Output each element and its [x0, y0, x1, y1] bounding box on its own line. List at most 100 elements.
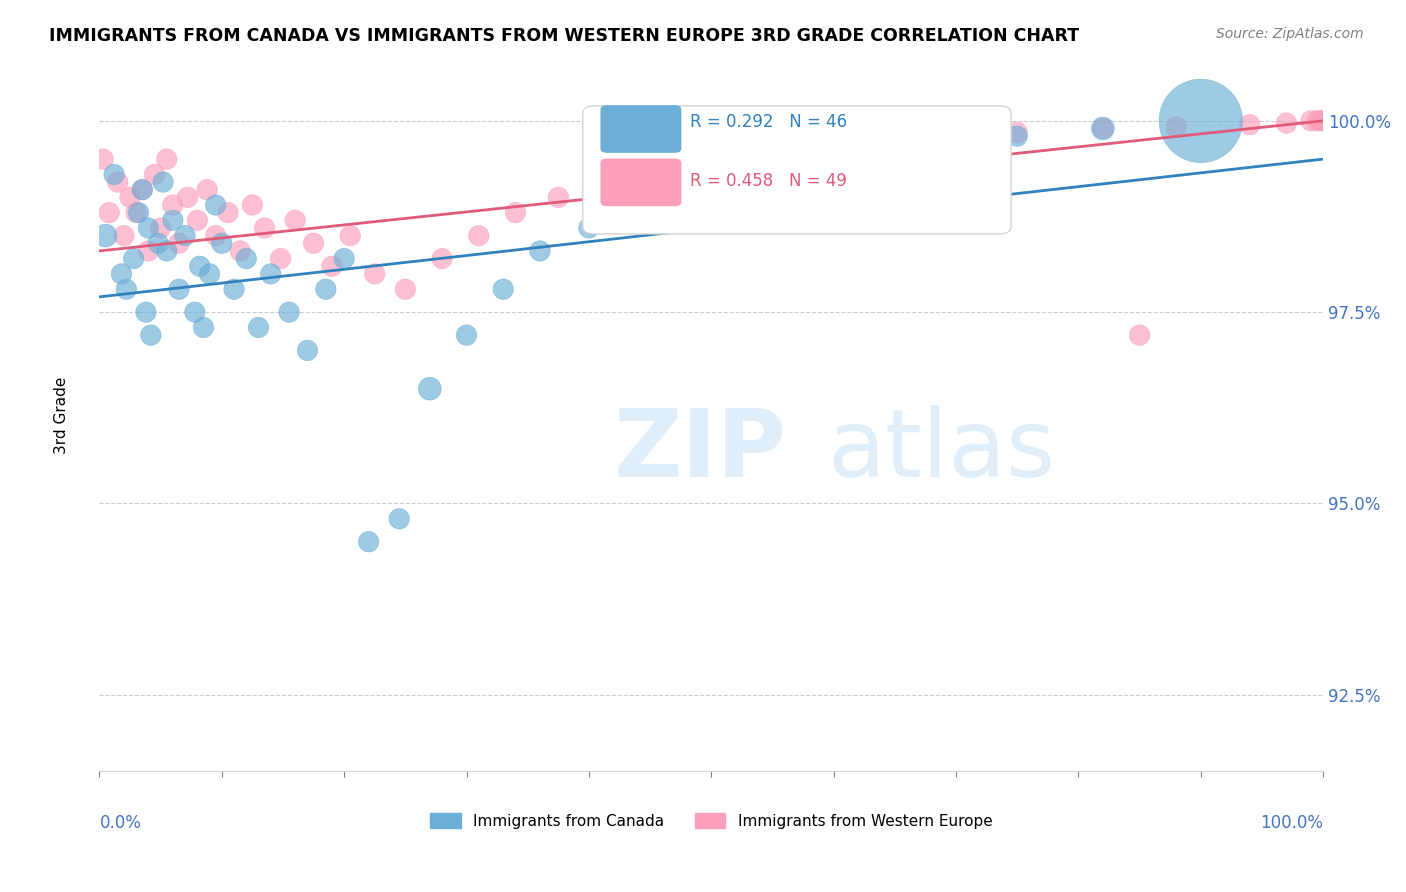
Point: [932, 129, 955, 144]
FancyBboxPatch shape: [602, 106, 681, 153]
Point: [799, 145, 821, 159]
Point: [152, 175, 174, 189]
Point: [107, 175, 129, 189]
Point: [394, 282, 416, 296]
Point: [253, 221, 276, 235]
Point: [211, 236, 233, 251]
Point: [357, 534, 380, 549]
Point: [700, 183, 723, 197]
Point: [945, 136, 967, 151]
Point: [112, 228, 135, 243]
Point: [321, 259, 343, 273]
Point: [193, 320, 215, 334]
Point: [204, 228, 226, 243]
Text: R = 0.458   N = 49: R = 0.458 N = 49: [690, 171, 848, 190]
Point: [229, 244, 252, 258]
Point: [242, 198, 264, 212]
Point: [188, 259, 211, 273]
Point: [94, 228, 117, 243]
Point: [1091, 121, 1114, 136]
Point: [688, 160, 710, 174]
Point: [174, 228, 197, 243]
Text: 0.0%: 0.0%: [100, 814, 141, 832]
Point: [638, 168, 661, 182]
Point: [1239, 118, 1261, 132]
Point: [122, 252, 145, 266]
Point: [823, 152, 845, 166]
Point: [468, 228, 491, 243]
Point: [737, 152, 759, 166]
Point: [315, 282, 337, 296]
Point: [638, 198, 661, 212]
Point: [149, 221, 172, 235]
Point: [143, 168, 166, 182]
Point: [131, 183, 153, 197]
Point: [198, 267, 221, 281]
Point: [110, 267, 132, 281]
Point: [184, 305, 207, 319]
Point: [1005, 129, 1028, 144]
Point: [1005, 125, 1028, 139]
Point: [125, 205, 148, 219]
Text: R = 0.292   N = 46: R = 0.292 N = 46: [690, 112, 848, 130]
Point: [195, 183, 218, 197]
Legend: Immigrants from Canada, Immigrants from Western Europe: Immigrants from Canada, Immigrants from …: [425, 806, 998, 835]
Point: [115, 282, 138, 296]
Point: [167, 236, 190, 251]
Point: [492, 282, 515, 296]
Point: [1166, 120, 1188, 134]
Point: [156, 244, 179, 258]
Point: [235, 252, 257, 266]
Point: [1309, 113, 1331, 128]
Point: [156, 152, 179, 166]
Point: [302, 236, 325, 251]
Point: [138, 221, 160, 235]
Point: [138, 244, 160, 258]
Point: [204, 198, 226, 212]
Point: [103, 168, 125, 182]
Point: [162, 198, 184, 212]
Point: [419, 382, 441, 396]
Point: [118, 190, 141, 204]
Text: IMMIGRANTS FROM CANADA VS IMMIGRANTS FROM WESTERN EUROPE 3RD GRADE CORRELATION C: IMMIGRANTS FROM CANADA VS IMMIGRANTS FRO…: [49, 27, 1080, 45]
Point: [1312, 113, 1334, 128]
Point: [1275, 116, 1298, 130]
Point: [260, 267, 283, 281]
Point: [364, 267, 387, 281]
Text: atlas: atlas: [828, 405, 1056, 497]
Point: [270, 252, 292, 266]
Text: 100.0%: 100.0%: [1260, 814, 1323, 832]
Point: [1129, 328, 1152, 343]
Point: [529, 244, 551, 258]
Point: [139, 328, 162, 343]
Point: [176, 190, 198, 204]
Point: [247, 320, 270, 334]
Point: [278, 305, 301, 319]
Point: [339, 228, 361, 243]
Point: [591, 183, 613, 197]
Point: [578, 221, 600, 235]
Text: ZIP: ZIP: [613, 405, 786, 497]
Point: [430, 252, 453, 266]
Point: [1299, 113, 1322, 128]
Text: Source: ZipAtlas.com: Source: ZipAtlas.com: [1216, 27, 1364, 41]
Point: [1189, 113, 1212, 128]
Point: [222, 282, 245, 296]
Point: [505, 205, 527, 219]
Point: [131, 183, 153, 197]
Point: [135, 305, 157, 319]
Point: [284, 213, 307, 227]
Point: [146, 236, 169, 251]
Point: [547, 190, 569, 204]
Point: [98, 205, 121, 219]
Point: [186, 213, 208, 227]
Point: [883, 145, 905, 159]
Point: [761, 168, 783, 182]
Point: [167, 282, 190, 296]
Point: [297, 343, 319, 358]
Point: [1091, 121, 1114, 136]
Point: [162, 213, 184, 227]
Text: 3rd Grade: 3rd Grade: [53, 376, 69, 454]
Point: [333, 252, 356, 266]
Point: [91, 152, 114, 166]
